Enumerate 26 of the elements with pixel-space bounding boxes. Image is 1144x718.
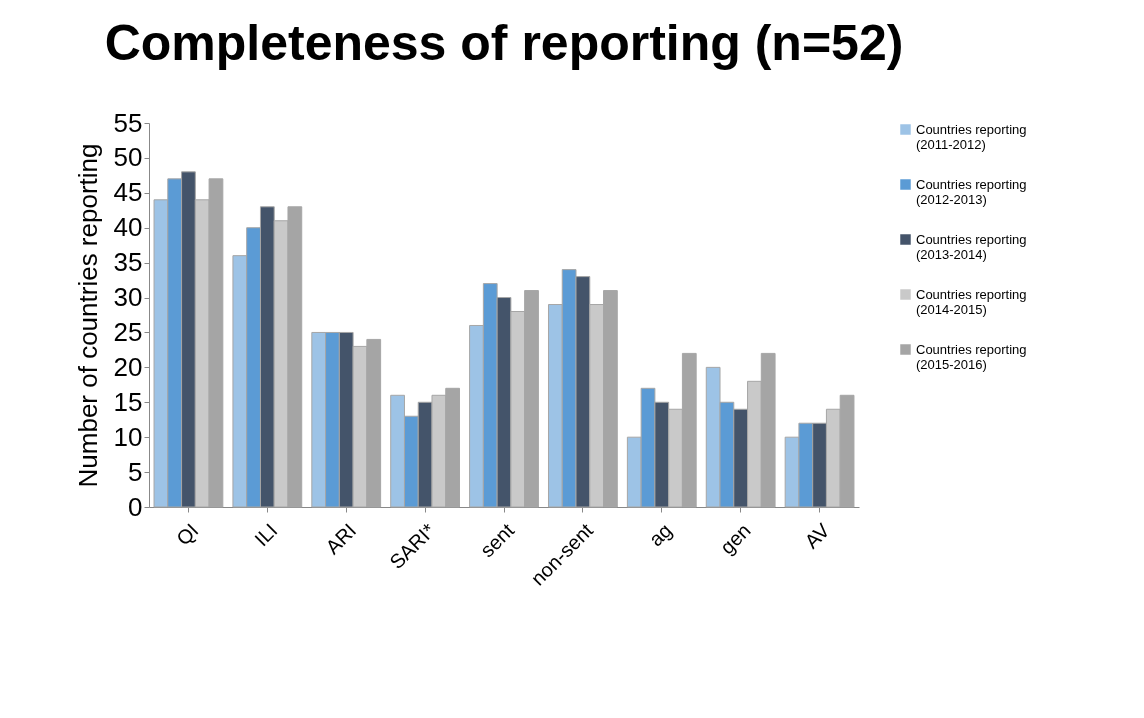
y-axis-title: Number of countries reporting <box>72 143 103 488</box>
y-tick-label: 55 <box>113 107 143 138</box>
legend-label: Countries reporting (2014-2015) <box>916 286 1027 317</box>
x-tick-label: AV <box>800 518 835 553</box>
y-tick-label: 5 <box>128 456 143 487</box>
y-tick-label: 40 <box>113 212 143 243</box>
legend-label: Countries reporting (2011-2012) <box>916 121 1027 152</box>
legend-label: Countries reporting (2015-2016) <box>916 341 1027 372</box>
x-tick-label: sent <box>475 518 519 562</box>
legend-label: Countries reporting (2013-2014) <box>916 231 1027 262</box>
legend-label: Countries reporting (2012-2013) <box>916 176 1027 207</box>
y-tick-label: 30 <box>113 282 143 313</box>
x-tick-label: ag <box>644 519 676 551</box>
x-tick-label: QI <box>172 519 203 550</box>
y-tick-label: 20 <box>113 351 143 382</box>
x-tick-label: ILI <box>250 519 282 551</box>
x-tick-label: gen <box>715 519 755 559</box>
y-tick-label: 35 <box>113 247 143 278</box>
x-tick-label: ARI <box>321 519 361 559</box>
y-tick-label: 15 <box>113 386 143 417</box>
y-tick-label: 10 <box>113 421 143 452</box>
y-tick-label: 0 <box>128 491 143 522</box>
y-tick-label: 25 <box>113 316 143 347</box>
y-tick-label: 45 <box>113 177 143 208</box>
chart-title: Completeness of reporting (n=52) <box>104 15 904 71</box>
y-tick-label: 50 <box>113 142 143 173</box>
